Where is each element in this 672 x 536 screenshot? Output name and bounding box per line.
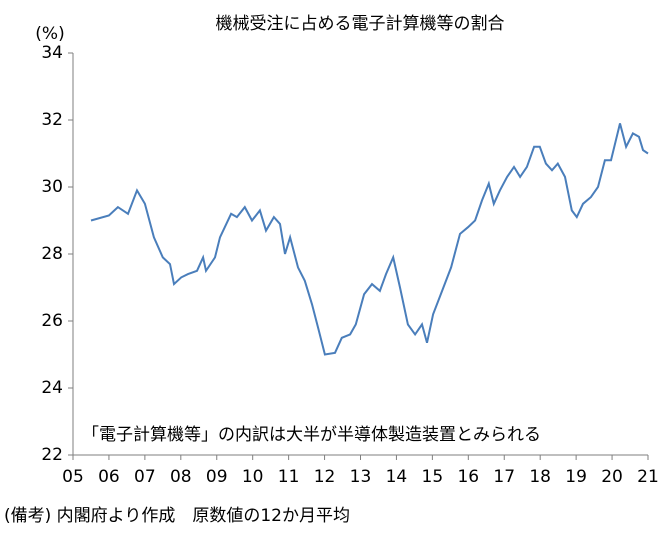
data-line <box>90 123 649 356</box>
y-tick-label: 28 <box>41 244 63 264</box>
x-tick-label: 15 <box>422 467 444 487</box>
x-tick-label: 11 <box>278 467 300 487</box>
y-tick-label: 32 <box>41 110 63 130</box>
y-tick-label: 30 <box>41 177 63 197</box>
y-tick-label: 34 <box>41 43 63 63</box>
x-tick-label: 17 <box>493 467 515 487</box>
x-tick-label: 16 <box>457 467 479 487</box>
footnote: (備考) 内閣府より作成 原数値の12か月平均 <box>4 506 350 526</box>
x-tick-label: 21 <box>637 467 659 487</box>
x-tick-label: 10 <box>242 467 264 487</box>
y-tick-label: 22 <box>41 445 63 465</box>
x-tick-label: 13 <box>350 467 372 487</box>
x-tick-label: 05 <box>62 467 84 487</box>
x-tick-label: 06 <box>98 467 120 487</box>
x-tick-label: 14 <box>386 467 408 487</box>
y-tick-label: 26 <box>41 311 63 331</box>
x-tick-label: 12 <box>314 467 336 487</box>
y-tick-label: 24 <box>41 378 63 398</box>
chart-title: 機械受注に占める電子計算機等の割合 <box>216 14 505 34</box>
x-tick-label: 07 <box>134 467 156 487</box>
x-tick-label: 18 <box>529 467 551 487</box>
x-tick-label: 08 <box>170 467 192 487</box>
x-tick-label: 09 <box>206 467 228 487</box>
annotation: 「電子計算機等」の内訳は大半が半導体製造装置とみられる <box>82 425 541 445</box>
y-unit: (%) <box>35 24 64 44</box>
x-tick-label: 20 <box>601 467 623 487</box>
x-tick-label: 19 <box>565 467 587 487</box>
